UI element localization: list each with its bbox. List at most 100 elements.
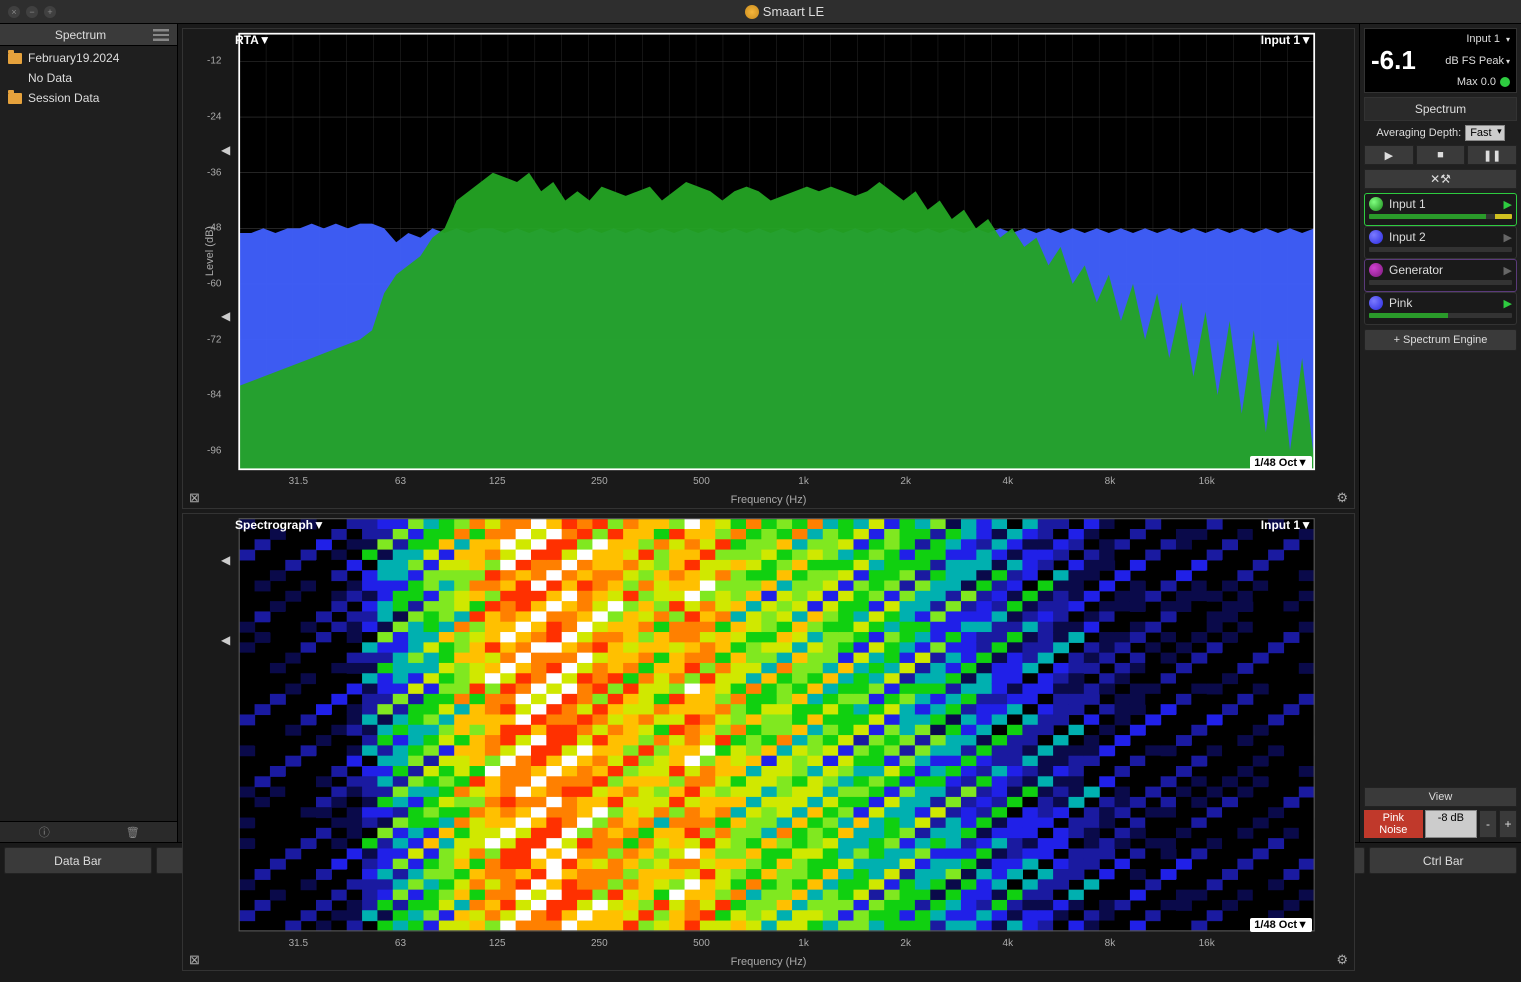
input-level-bar [1369, 280, 1512, 285]
spectro-graph-area[interactable]: ◀ ◀ Spectrograph▼ Input 1▼ 1/48 Oct▼ [183, 514, 1354, 936]
input-play-icon[interactable]: ▶ [1504, 198, 1512, 211]
rta-ytick: -72 [207, 334, 221, 345]
rta-oct-badge[interactable]: 1/48 Oct▼ [1250, 456, 1312, 470]
rta-xtick: 1k [798, 476, 809, 487]
rta-ytick: -12 [207, 56, 221, 67]
rta-title-label[interactable]: RTA▼ [235, 33, 271, 47]
input-play-icon[interactable]: ▶ [1504, 297, 1512, 310]
rta-close-icon[interactable]: ⊠ [189, 490, 200, 506]
app-icon [745, 5, 759, 19]
averaging-row: Averaging Depth: Fast [1364, 125, 1517, 141]
status-dot-icon [1500, 77, 1510, 87]
rta-x-label: Frequency (Hz) [731, 494, 807, 506]
spectro-gear-icon[interactable]: ⚙ [1336, 952, 1348, 968]
tree-item[interactable]: Session Data [0, 88, 177, 108]
rta-gear-icon[interactable]: ⚙ [1336, 490, 1348, 506]
rta-xtick: 8k [1105, 476, 1116, 487]
db-minus-button[interactable]: - [1479, 810, 1497, 838]
info-button[interactable]: ⓘ [0, 822, 89, 842]
right-bottom-controls: View Pink Noise -8 dB - + [1364, 787, 1517, 838]
input-row-input-2[interactable]: Input 2 ▶ [1364, 226, 1517, 259]
input-play-icon[interactable]: ▶ [1504, 231, 1512, 244]
ctrl-bar-button[interactable]: Ctrl Bar [1369, 847, 1517, 874]
delete-button[interactable]: 🗑 [89, 822, 178, 842]
input-label: Generator [1389, 263, 1443, 277]
input-play-icon[interactable]: ▶ [1504, 264, 1512, 277]
input-dot-icon [1369, 230, 1383, 244]
sidebar-title: Spectrum [8, 28, 153, 42]
rta-xtick: 500 [693, 476, 710, 487]
titlebar: × − + Smaart LE [0, 0, 1521, 24]
tools-button[interactable]: ✕⚒ [1364, 169, 1517, 189]
input-row-pink[interactable]: Pink▶ [1364, 292, 1517, 325]
rta-ytick: -96 [207, 445, 221, 456]
rta-xtick: 2k [900, 476, 911, 487]
input-level-bar [1369, 313, 1512, 318]
center-graphs: Level (dB) -12-24-36-48-60-72-84-96 ◀◀ R… [178, 24, 1359, 842]
add-engine-button[interactable]: + Spectrum Engine [1364, 329, 1517, 351]
app-title: Smaart LE [763, 4, 824, 19]
rta-xtick: 31.5 [289, 476, 308, 487]
folder-icon [8, 53, 22, 64]
input-dot-icon [1369, 296, 1383, 310]
db-plus-button[interactable]: + [1499, 810, 1517, 838]
spectro-input-label[interactable]: Input 1▼ [1261, 518, 1312, 532]
rta-ytick: -36 [207, 167, 221, 178]
spectro-marker-icon[interactable]: ◀ [221, 553, 230, 567]
menu-icon[interactable] [153, 29, 169, 41]
spectrograph-panel: ◀ ◀ Spectrograph▼ Input 1▼ 1/48 Oct▼ ⊠ Fr… [182, 513, 1355, 971]
meter-units-select[interactable]: dB FS Peak▾ [1416, 55, 1510, 67]
data-bar-button[interactable]: Data Bar [4, 847, 152, 874]
level-meter: Input 1▾ -6.1 dB FS Peak▾ Max 0.0 [1364, 28, 1517, 93]
input-label: Input 1 [1389, 197, 1426, 211]
tree-item[interactable]: No Data [0, 68, 177, 88]
transport-controls: ▶ ■ ❚❚ [1364, 145, 1517, 165]
rta-marker-icon[interactable]: ◀ [221, 143, 230, 157]
close-icon[interactable]: × [8, 6, 20, 18]
input-dot-icon [1369, 263, 1383, 277]
session-tree: February19.2024 No Data Session Data [0, 46, 177, 821]
pink-noise-button[interactable]: Pink Noise [1364, 810, 1423, 838]
rta-xtick: 250 [591, 476, 608, 487]
spectro-xtick: 1k [798, 938, 809, 949]
rta-ytick: -48 [207, 223, 221, 234]
spectro-xtick: 16k [1199, 938, 1215, 949]
play-button[interactable]: ▶ [1364, 145, 1414, 165]
rta-ytick: -60 [207, 278, 221, 289]
rta-xtick: 16k [1199, 476, 1215, 487]
tree-item-label: No Data [28, 71, 72, 85]
folder-icon [8, 93, 22, 104]
spectro-oct-badge[interactable]: 1/48 Oct▼ [1250, 918, 1312, 932]
averaging-select[interactable]: Fast [1465, 125, 1504, 141]
rta-input-label[interactable]: Input 1▼ [1261, 33, 1312, 47]
pause-button[interactable]: ❚❚ [1467, 145, 1517, 165]
spectro-xtick: 8k [1105, 938, 1116, 949]
view-button[interactable]: View [1364, 787, 1517, 807]
rta-panel: Level (dB) -12-24-36-48-60-72-84-96 ◀◀ R… [182, 28, 1355, 509]
spectro-title-label[interactable]: Spectrograph▼ [235, 518, 325, 532]
pink-noise-db[interactable]: -8 dB [1425, 810, 1477, 838]
rta-graph-area[interactable]: Level (dB) -12-24-36-48-60-72-84-96 ◀◀ R… [183, 29, 1354, 474]
spectro-chart [183, 514, 1354, 936]
input-label: Input 2 [1389, 230, 1426, 244]
input-row-generator[interactable]: Generator ▶ [1364, 259, 1517, 292]
tree-item-label: February19.2024 [28, 51, 119, 65]
spectro-marker-icon[interactable]: ◀ [221, 633, 230, 647]
rta-chart [183, 29, 1354, 474]
input-row-input-1[interactable]: Input 1 ▶ [1364, 193, 1517, 226]
tree-item[interactable]: February19.2024 [0, 48, 177, 68]
rta-marker-icon[interactable]: ◀ [221, 309, 230, 323]
stop-button[interactable]: ■ [1416, 145, 1466, 165]
sidebar-header: Spectrum [0, 24, 177, 46]
rta-y-label: Level (dB) [204, 226, 216, 276]
rta-ytick: -84 [207, 390, 221, 401]
spectro-x-label: Frequency (Hz) [731, 956, 807, 968]
window-controls: × − + [8, 6, 56, 18]
minimize-icon[interactable]: − [26, 6, 38, 18]
spectro-close-icon[interactable]: ⊠ [189, 952, 200, 968]
spectro-xtick: 63 [395, 938, 406, 949]
meter-input-select[interactable]: Input 1▾ [1371, 33, 1510, 45]
spectro-xtick: 125 [489, 938, 506, 949]
maximize-icon[interactable]: + [44, 6, 56, 18]
spectrum-section-title: Spectrum [1364, 97, 1517, 121]
